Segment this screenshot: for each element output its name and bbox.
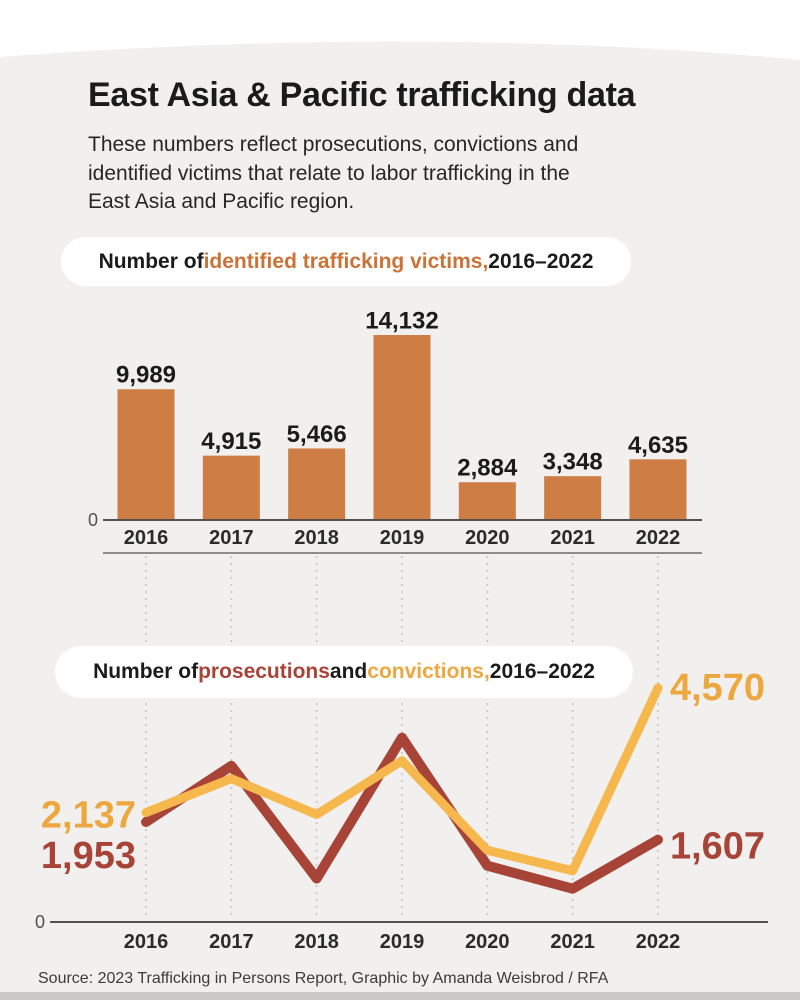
bar-2020 xyxy=(458,482,516,520)
subtitle: These numbers reflect prosecutions, conv… xyxy=(88,131,578,217)
bar-2018 xyxy=(288,448,346,520)
convictions-value-annotation: 4,570 xyxy=(670,667,765,709)
heading-segment: Number of xyxy=(98,249,204,273)
bar-year-label: 2017 xyxy=(209,527,254,549)
subtitle-line: identified victims that relate to labor … xyxy=(88,161,570,185)
line-zero-label: 0 xyxy=(35,912,45,932)
bar-2022 xyxy=(629,459,687,520)
bar-2021 xyxy=(544,476,602,520)
subtitle-line: These numbers reflect prosecutions, conv… xyxy=(88,133,579,156)
line-year-label: 2018 xyxy=(294,931,339,953)
page-title: East Asia & Pacific trafficking data xyxy=(88,76,636,114)
line-year-label: 2019 xyxy=(380,931,425,953)
bar-year-label: 2021 xyxy=(550,527,595,549)
bar-value-label: 9,989 xyxy=(116,362,176,389)
bar-value-label: 4,915 xyxy=(201,428,261,455)
bar-value-label: 2,884 xyxy=(457,455,518,482)
prosecutions-value-annotation: 1,607 xyxy=(670,826,765,868)
bar-year-label: 2022 xyxy=(636,527,681,549)
subtitle-line: East Asia and Pacific region. xyxy=(88,190,355,213)
line-year-label: 2016 xyxy=(124,931,169,953)
bar-year-label: 2016 xyxy=(124,527,169,549)
bar-year-label: 2020 xyxy=(465,527,510,549)
heading-segment: convictions, xyxy=(367,660,490,683)
convictions-value-annotation: 2,137 xyxy=(41,795,136,837)
convictions-line xyxy=(141,683,663,876)
heading-segment: 2016–2022 xyxy=(489,660,595,683)
line-year-label: 2020 xyxy=(465,931,510,953)
line-year-label: 2021 xyxy=(550,931,595,953)
bar-year-label: 2019 xyxy=(380,527,425,549)
bar-year-label: 2018 xyxy=(294,527,339,549)
heading-segment: 2016–2022 xyxy=(488,249,594,273)
heading-segment: prosecutions xyxy=(198,660,330,683)
bar-2017 xyxy=(202,455,260,520)
heading-segment: and xyxy=(329,660,368,683)
prosecutions-value-annotation: 1,953 xyxy=(41,835,136,877)
bar-value-label: 3,348 xyxy=(543,449,603,476)
bottom-strip xyxy=(0,992,800,1000)
heading-segment: identified trafficking victims, xyxy=(203,249,489,273)
prosecutions-line xyxy=(141,732,663,894)
heading-segment: Number of xyxy=(93,660,199,683)
bar-value-label: 4,635 xyxy=(628,432,688,459)
bar-2016 xyxy=(117,389,175,520)
line-year-label: 2022 xyxy=(636,931,681,953)
bar-value-label: 14,132 xyxy=(365,308,438,335)
line-chart-heading: Number of prosecutions and convictions, … xyxy=(55,646,633,698)
line-year-label: 2017 xyxy=(209,931,254,953)
bar-value-label: 5,466 xyxy=(287,421,347,448)
bar-chart-heading: Number of identified trafficking victims… xyxy=(61,237,631,286)
bar-2019 xyxy=(373,335,431,520)
bar-zero-label: 0 xyxy=(88,510,98,530)
source-caption: Source: 2023 Trafficking in Persons Repo… xyxy=(38,970,609,987)
